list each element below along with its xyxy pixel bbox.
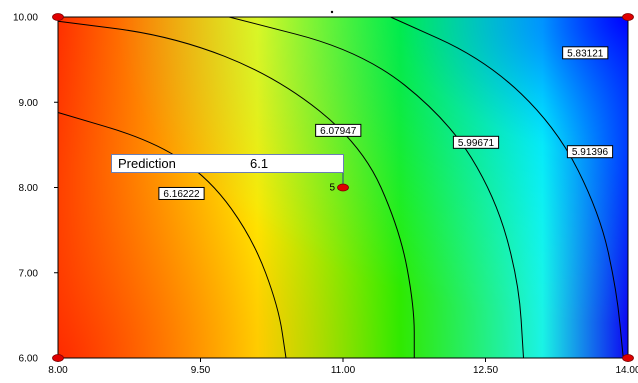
contour-line-3 bbox=[390, 16, 624, 359]
y-tick-label: 6.00 bbox=[19, 354, 39, 365]
contour-label-text: 6.16222 bbox=[163, 189, 200, 200]
design-point-label: 5 bbox=[329, 183, 335, 194]
y-tick-label: 10.00 bbox=[13, 13, 38, 24]
prediction-box: Prediction 6.1 bbox=[111, 154, 344, 173]
prediction-value: 6.1 bbox=[250, 156, 269, 171]
y-tick-label: 9.00 bbox=[19, 98, 39, 109]
contour-label-3: 5.91396 bbox=[566, 145, 614, 159]
contour-label-4: 5.83121 bbox=[562, 46, 609, 60]
contour-line-0 bbox=[57, 112, 287, 359]
contour-label-1: 6.07947 bbox=[315, 123, 362, 137]
design-point-marker bbox=[337, 183, 349, 192]
x-tick-label: 12.50 bbox=[473, 365, 498, 376]
contour-label-text: 6.07947 bbox=[320, 126, 357, 137]
prediction-label: Prediction bbox=[118, 156, 176, 171]
contour-label-box bbox=[562, 46, 609, 60]
contour-label-box bbox=[315, 123, 362, 137]
design-point-marker bbox=[622, 354, 634, 362]
design-point bbox=[52, 13, 64, 21]
design-point-marker bbox=[52, 13, 64, 21]
design-point bbox=[622, 13, 634, 21]
contour-label-text: 5.99671 bbox=[458, 138, 495, 149]
design-point-marker bbox=[52, 354, 64, 362]
contour-label-box bbox=[452, 135, 500, 149]
design-point-marker bbox=[622, 13, 634, 21]
y-tick-label: 8.00 bbox=[19, 183, 39, 194]
contour-label-box bbox=[158, 186, 205, 200]
contour-label-text: 5.91396 bbox=[572, 147, 609, 158]
top-marker-dot bbox=[330, 10, 334, 14]
x-tick-label: 14.00 bbox=[615, 365, 638, 376]
design-point: 5 bbox=[329, 183, 349, 194]
y-tick-label: 7.00 bbox=[19, 268, 39, 279]
contour-line-2 bbox=[228, 16, 524, 359]
contour-label-2: 5.99671 bbox=[452, 135, 500, 149]
contour-label-text: 5.83121 bbox=[567, 48, 604, 59]
x-tick-label: 9.50 bbox=[191, 365, 211, 376]
design-point bbox=[622, 354, 634, 362]
design-point bbox=[52, 354, 64, 362]
x-tick-label: 8.00 bbox=[48, 365, 68, 376]
contour-label-0: 6.16222 bbox=[158, 186, 205, 200]
contour-label-box bbox=[566, 145, 614, 159]
x-tick-label: 11.00 bbox=[331, 365, 356, 376]
